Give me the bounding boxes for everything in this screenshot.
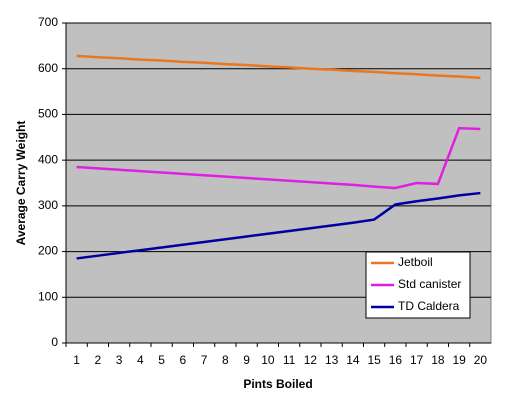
legend: Jetboil Std canister TD Caldera	[365, 251, 471, 319]
x-tick-label: 17	[410, 353, 424, 367]
y-tick-label: 0	[51, 335, 58, 349]
y-tick-label: 200	[38, 244, 58, 258]
x-tick-label: 4	[137, 353, 144, 367]
legend-label: Jetboil	[398, 255, 433, 269]
y-tick-label: 300	[38, 198, 58, 212]
y-tick-label: 500	[38, 107, 58, 121]
legend-label: Std canister	[398, 277, 461, 291]
x-tick-label: 7	[201, 353, 208, 367]
x-tick-label: 20	[474, 353, 488, 367]
y-tick-label: 400	[38, 152, 58, 166]
x-tick-label: 8	[222, 353, 229, 367]
x-tick-label: 9	[243, 353, 250, 367]
x-tick-label: 18	[431, 353, 445, 367]
x-tick-label: 11	[283, 353, 296, 367]
series-line	[76, 126, 481, 190]
series-line	[76, 54, 481, 80]
x-tick-label: 2	[95, 353, 102, 367]
x-tick-label: 14	[346, 353, 360, 367]
x-tick-label: 15	[367, 353, 381, 367]
x-tick-label: 12	[304, 353, 318, 367]
y-axis-title: Average Carry Weight	[14, 121, 28, 246]
x-tick-label: 5	[158, 353, 165, 367]
x-axis-title: Pints Boiled	[243, 377, 312, 391]
x-tick-label: 16	[389, 353, 403, 367]
x-tick-label: 10	[261, 353, 275, 367]
x-tick-label: 6	[180, 353, 187, 367]
series-line	[76, 191, 481, 260]
y-tick-label: 100	[38, 289, 58, 303]
legend-label: TD Caldera	[398, 299, 460, 313]
x-tick-label: 1	[73, 353, 80, 367]
x-tick-label: 19	[452, 353, 466, 367]
y-tick-label: 600	[38, 61, 58, 75]
x-tick-label: 3	[116, 353, 123, 367]
x-tick-label: 13	[325, 353, 339, 367]
y-tick-label: 700	[38, 15, 58, 29]
